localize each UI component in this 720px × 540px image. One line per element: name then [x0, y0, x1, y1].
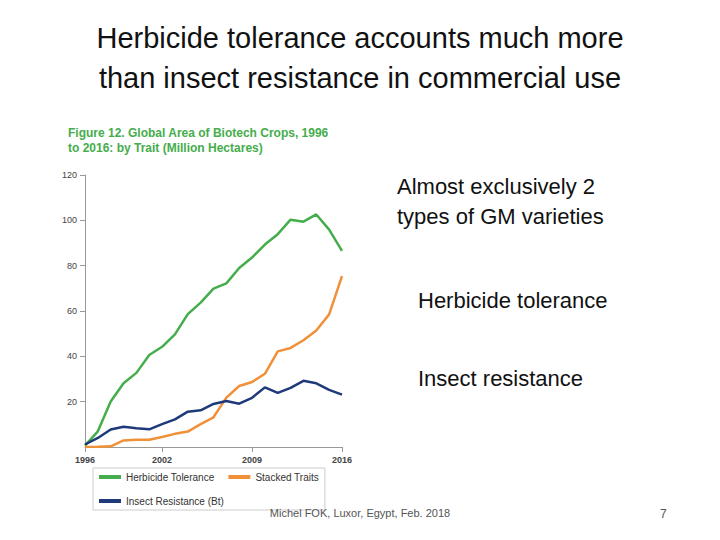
svg-text:20: 20 [67, 397, 77, 407]
html-text:Herbicide tolerance accounts m: Herbicide tolerance accounts much more [96, 22, 624, 54]
svg-text:2002: 2002 [152, 455, 172, 465]
html-text:types of GM varieties: types of GM varieties [397, 204, 604, 229]
svg-text:80: 80 [67, 261, 77, 271]
svg-text:120: 120 [62, 170, 77, 180]
svg-text:Herbicide Tolerance: Herbicide Tolerance [126, 472, 215, 483]
svg-text:Figure 12. Global Area of Biot: Figure 12. Global Area of Biotech Crops,… [68, 126, 332, 140]
html-text:than insect resistance in comm: than insect resistance in commercial use [98, 62, 622, 94]
svg-text:1996: 1996 [75, 455, 95, 465]
svg-text:40: 40 [67, 351, 77, 361]
svg-text:100: 100 [62, 215, 77, 225]
html-text:Insect resistance: Insect resistance [418, 366, 584, 391]
html-text:Almost exclusively 2: Almost exclusively 2 [397, 174, 596, 199]
svg-text:60: 60 [67, 306, 77, 316]
svg-text:2009: 2009 [242, 455, 262, 465]
svg-text:2016: 2016 [332, 455, 352, 465]
svg-text:Stacked Traits: Stacked Traits [255, 472, 318, 483]
html-text:Michel FOK, Luxor, Egypt, Feb.: Michel FOK, Luxor, Egypt, Feb. 2018 [269, 507, 451, 519]
svg-text:Insect Resistance (Bt): Insect Resistance (Bt) [126, 496, 224, 507]
html-text:Herbicide tolerance: Herbicide tolerance [418, 288, 608, 313]
html-text:7: 7 [660, 507, 667, 521]
svg-text:to 2016: by Trait (Million Hec: to 2016: by Trait (Million Hectares) [68, 141, 263, 155]
